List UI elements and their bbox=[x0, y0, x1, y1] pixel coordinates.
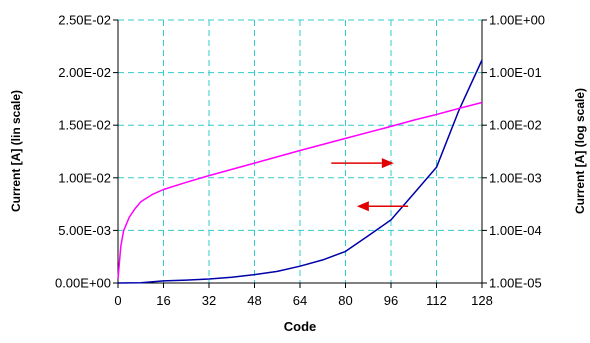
right-axis-title: Current [A] (log scale) bbox=[573, 88, 587, 214]
left-tick-label: 0.00E+00 bbox=[55, 276, 111, 291]
x-tick-label: 128 bbox=[471, 293, 493, 308]
right-tick-label: 1.00E-02 bbox=[489, 118, 542, 133]
arrow-head-right bbox=[381, 158, 394, 169]
series-group bbox=[117, 59, 483, 284]
x-tick-label: 112 bbox=[426, 293, 447, 308]
right-tick-label: 1.00E-03 bbox=[489, 170, 542, 185]
annotation-arrows bbox=[331, 158, 409, 212]
x-tick-label: 32 bbox=[202, 293, 216, 308]
x-tick-label: 48 bbox=[247, 293, 261, 308]
grid-lines bbox=[118, 19, 482, 283]
x-tick-label: 16 bbox=[156, 293, 170, 308]
arrow-head-left bbox=[356, 201, 369, 212]
left-tick-label: 1.50E-02 bbox=[58, 118, 111, 133]
left-tick-label: 2.50E-02 bbox=[58, 13, 111, 28]
left-axis-ticks: 0.00E+00 5.00E-03 1.00E-02 1.50E-02 2.00E-02… bbox=[55, 13, 118, 291]
right-tick-label: 1.00E+00 bbox=[489, 13, 545, 28]
left-tick-label: 5.00E-03 bbox=[58, 223, 111, 238]
right-tick-label: 1.00E-01 bbox=[489, 65, 542, 80]
x-tick-label: 64 bbox=[293, 293, 307, 308]
x-axis-ticks: 0 16 32 48 64 80 96 112 128 bbox=[114, 283, 493, 308]
right-axis-ticks: 1.00E-05 1.00E-04 1.00E-03 1.00E-02 1.00E-01… bbox=[482, 13, 545, 291]
series-line-lin-scale bbox=[117, 59, 483, 284]
x-tick-label: 80 bbox=[338, 293, 352, 308]
left-tick-label: 1.00E-02 bbox=[58, 170, 111, 185]
right-tick-label: 1.00E-05 bbox=[489, 276, 542, 291]
left-axis-title: Current [A] (lin scale) bbox=[9, 90, 23, 212]
left-tick-label: 2.00E-02 bbox=[58, 65, 111, 80]
x-tick-label: 96 bbox=[384, 293, 398, 308]
right-tick-label: 1.00E-04 bbox=[489, 223, 542, 238]
x-axis-title: Code bbox=[284, 319, 317, 334]
series-line-log-scale bbox=[117, 101, 483, 279]
x-tick-label: 0 bbox=[114, 293, 121, 308]
